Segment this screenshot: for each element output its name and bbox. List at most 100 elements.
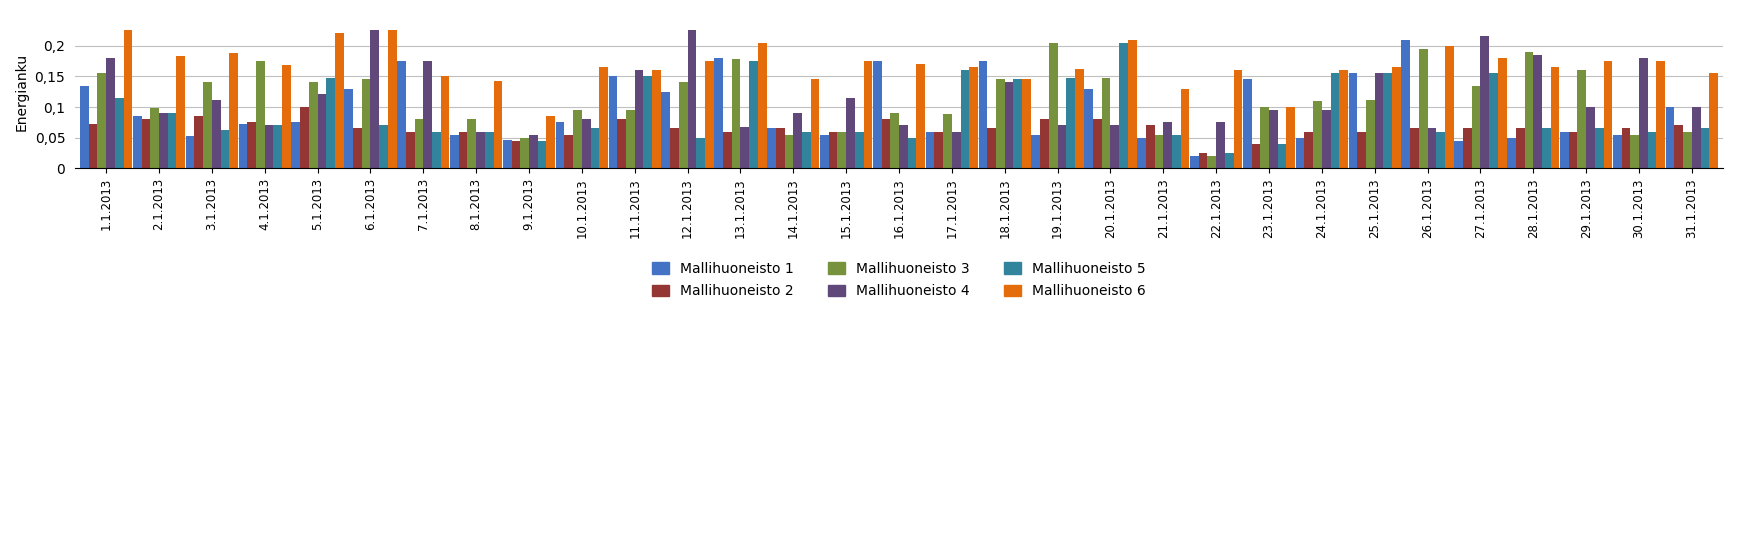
Bar (1039, 119, 1050, 169)
Bar (1225, 153, 1234, 169)
Bar (415, 119, 424, 169)
Bar (978, 61, 987, 169)
Bar (1604, 61, 1613, 169)
Bar (1260, 107, 1269, 169)
Bar (714, 58, 723, 169)
Bar (123, 30, 132, 169)
Bar (546, 116, 554, 169)
Bar (1323, 110, 1331, 169)
Bar (1507, 137, 1516, 169)
Bar (97, 73, 106, 169)
Bar (565, 135, 574, 169)
Bar (1022, 79, 1031, 169)
Bar (1392, 67, 1401, 169)
Bar (1314, 101, 1323, 169)
Bar (158, 113, 167, 169)
Bar (212, 100, 221, 169)
Bar (1524, 52, 1533, 169)
Bar (961, 70, 970, 169)
Bar (1297, 137, 1305, 169)
Bar (1180, 89, 1189, 169)
Bar (652, 70, 660, 169)
Bar (723, 132, 732, 169)
Bar (1682, 132, 1691, 169)
Bar (1076, 69, 1085, 169)
Bar (1050, 43, 1058, 169)
Bar (1401, 40, 1410, 169)
Bar (706, 61, 714, 169)
Bar (441, 77, 450, 169)
Bar (362, 79, 370, 169)
Bar (528, 135, 537, 169)
Bar (1119, 43, 1128, 169)
Legend: Mallihuoneisto 1, Mallihuoneisto 2, Mallihuoneisto 3, Mallihuoneisto 4, Mallihuo: Mallihuoneisto 1, Mallihuoneisto 2, Mall… (645, 255, 1152, 305)
Bar (195, 116, 203, 169)
Bar (1058, 125, 1067, 169)
Bar (838, 132, 846, 169)
Bar (1427, 128, 1436, 169)
Bar (1128, 40, 1137, 169)
Bar (1587, 107, 1595, 169)
Bar (907, 137, 916, 169)
Bar (1472, 86, 1481, 169)
Bar (176, 56, 186, 169)
Bar (203, 82, 212, 169)
Bar (600, 67, 608, 169)
Bar (1481, 36, 1489, 169)
Bar (292, 123, 301, 169)
Bar (1234, 70, 1243, 169)
Bar (309, 82, 318, 169)
Bar (1277, 144, 1286, 169)
Bar (732, 59, 740, 169)
Bar (801, 132, 810, 169)
Bar (1375, 73, 1383, 169)
Bar (591, 128, 600, 169)
Bar (697, 137, 706, 169)
Bar (1208, 156, 1217, 169)
Bar (1561, 132, 1569, 169)
Bar (1243, 79, 1251, 169)
Bar (115, 98, 123, 169)
Bar (829, 132, 838, 169)
Bar (1648, 132, 1656, 169)
Bar (1305, 132, 1314, 169)
Bar (450, 135, 459, 169)
Bar (556, 123, 565, 169)
Bar (634, 70, 643, 169)
Bar (1171, 135, 1180, 169)
Bar (1639, 58, 1648, 169)
Bar (1436, 132, 1444, 169)
Bar (1498, 58, 1507, 169)
Bar (520, 137, 528, 169)
Bar (775, 128, 784, 169)
Bar (793, 113, 801, 169)
Bar (238, 124, 247, 169)
Bar (1005, 82, 1013, 169)
Y-axis label: Energianku: Energianku (16, 52, 30, 131)
Bar (132, 116, 141, 169)
Bar (617, 119, 626, 169)
Bar (167, 113, 176, 169)
Bar (1340, 70, 1349, 169)
Bar (1489, 73, 1498, 169)
Bar (1708, 73, 1719, 169)
Bar (872, 61, 881, 169)
Bar (1691, 107, 1700, 169)
Bar (1463, 128, 1472, 169)
Bar (1595, 128, 1604, 169)
Bar (255, 61, 264, 169)
Bar (926, 132, 935, 169)
Bar (379, 125, 388, 169)
Bar (398, 61, 407, 169)
Bar (864, 61, 872, 169)
Bar (1383, 73, 1392, 169)
Bar (582, 119, 591, 169)
Bar (282, 65, 290, 169)
Bar (1578, 70, 1587, 169)
Bar (327, 78, 335, 169)
Bar (1613, 135, 1622, 169)
Bar (149, 108, 158, 169)
Bar (1656, 61, 1665, 169)
Bar (935, 132, 944, 169)
Bar (485, 132, 494, 169)
